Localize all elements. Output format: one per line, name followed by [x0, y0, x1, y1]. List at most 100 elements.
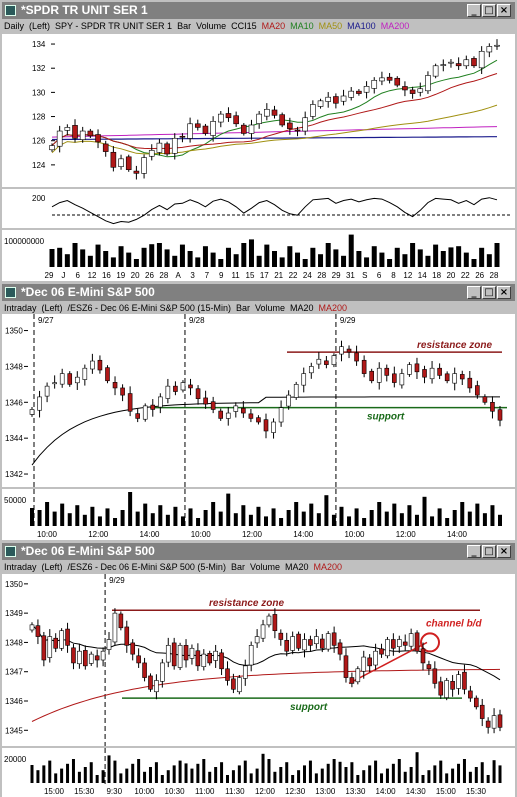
candle-body: [49, 145, 55, 151]
x-tick-label: 14:00: [447, 530, 468, 539]
candle-body: [82, 367, 88, 380]
volume-bar: [214, 767, 218, 783]
volume-bar: [154, 762, 158, 783]
volume-bar: [320, 768, 324, 783]
maximize-icon[interactable]: □: [482, 4, 496, 17]
candle-body: [432, 65, 439, 77]
header-item: MA100: [347, 21, 376, 31]
candle-body: [308, 639, 313, 646]
x-tick-label: 14: [418, 271, 427, 280]
volume-bar: [148, 767, 152, 783]
volume-bar: [202, 759, 206, 783]
candle-body: [286, 394, 291, 407]
volume-pane[interactable]: 100000000 29 J 6 12 16 19 20 26 28 A 3 7 9 11 15 17 21 22 2…: [2, 230, 515, 281]
ma200-line: [31, 668, 501, 722]
header-item: Daily: [4, 21, 25, 31]
volume-bar: [160, 775, 164, 783]
es-15min-titlebar[interactable]: *Dec 06 E-Mini S&P 500 _ □ ×: [2, 284, 515, 301]
candle-body: [260, 624, 266, 639]
cci-tick-label: 200: [32, 194, 46, 203]
volume-bar: [397, 759, 401, 783]
resistance-label: resistance zone: [417, 340, 492, 351]
price-pane[interactable]: 1350 1348 1346 1344 1342 9/27 9/28 9/29 resistan…: [2, 314, 515, 487]
candle-body: [37, 396, 42, 411]
volume-bar: [457, 763, 461, 783]
candle-body: [118, 158, 124, 167]
volume-pane[interactable]: 50000 10:00 12:00 14:00 10:00 12:00 14:00 10:00…: [2, 489, 515, 540]
resistance-label: resistance zone: [209, 598, 284, 609]
close-icon[interactable]: ×: [497, 286, 511, 299]
candle-body: [316, 358, 322, 365]
x-tick-label: 29: [332, 271, 341, 280]
volume-bar: [178, 760, 182, 783]
candle-body: [210, 121, 216, 136]
candle-body: [314, 636, 319, 645]
volume-bar: [286, 510, 291, 526]
maximize-icon[interactable]: □: [482, 545, 496, 558]
candle-body: [474, 697, 479, 708]
candle-body: [266, 615, 272, 626]
x-tick-label: 14:00: [293, 530, 314, 539]
minimize-icon[interactable]: _: [467, 4, 481, 17]
candle-body: [367, 657, 372, 667]
volume-bar: [30, 765, 34, 783]
volume-bar: [422, 496, 427, 526]
price-pane[interactable]: 134 132 130 128 126 124: [2, 34, 515, 187]
volume-bar: [208, 771, 212, 783]
volume-bar: [184, 763, 188, 783]
spy-daily-titlebar[interactable]: *SPDR TR UNIT SER 1 _ □ ×: [2, 2, 515, 19]
x-tick-label: 24: [303, 271, 312, 280]
candle-body: [237, 677, 242, 693]
cci-pane[interactable]: 200: [2, 189, 515, 228]
candle-body: [180, 382, 186, 391]
volume-bar: [333, 249, 339, 267]
volume-bar: [166, 770, 170, 783]
candle-body: [333, 96, 339, 104]
candle-body: [231, 678, 236, 690]
candle-body: [402, 86, 408, 91]
candle-body: [497, 714, 503, 728]
price-pane[interactable]: 1350 1349 1348 1347 1346 1345 9/29 resistance z…: [2, 574, 515, 746]
close-icon[interactable]: ×: [497, 4, 511, 17]
volume-bar: [120, 510, 125, 526]
minimize-icon[interactable]: _: [467, 545, 481, 558]
es-5min-titlebar[interactable]: *Dec 06 E-Mini S&P 500 _ □ ×: [2, 543, 515, 560]
candle-body: [177, 645, 183, 668]
volume-bar: [64, 254, 70, 267]
candle-body: [148, 150, 155, 157]
x-tick-label: 12:30: [285, 787, 306, 796]
y-tick-label: 134: [32, 40, 46, 49]
candle-body: [371, 79, 378, 89]
candle-body: [271, 421, 276, 433]
candle-body: [218, 410, 224, 419]
minimize-icon[interactable]: _: [467, 286, 481, 299]
volume-pane[interactable]: 20000 15:00 15:30 9:30 10:00 10:30 11:00 11:30 1…: [2, 748, 515, 797]
chart-window-icon: [5, 546, 16, 557]
x-tick-label: 13:00: [315, 787, 336, 796]
volume-bar: [425, 255, 431, 267]
volume-bar: [49, 249, 55, 267]
volume-bar: [37, 510, 42, 526]
close-icon[interactable]: ×: [497, 545, 511, 558]
candle-body: [369, 370, 374, 382]
volume-bar: [273, 771, 277, 783]
maximize-icon[interactable]: □: [482, 286, 496, 299]
candle-body: [301, 373, 307, 386]
candle-body: [444, 373, 450, 382]
volume-bar: [226, 493, 231, 526]
volume-bar: [318, 254, 324, 267]
volume-bar: [468, 771, 472, 783]
header-item: CCI15: [231, 21, 257, 31]
header-item: Volume: [254, 303, 285, 313]
candle-body: [308, 366, 314, 374]
candle-body: [319, 638, 325, 649]
support-label: support: [367, 412, 405, 423]
candle-body: [52, 382, 57, 385]
x-tick-label: 17: [260, 271, 269, 280]
candle-body: [165, 645, 171, 663]
x-tick-label: 3: [190, 271, 195, 280]
volume-bar: [448, 247, 454, 267]
x-tick-label: 10:00: [191, 530, 212, 539]
volume-bar: [480, 762, 484, 783]
